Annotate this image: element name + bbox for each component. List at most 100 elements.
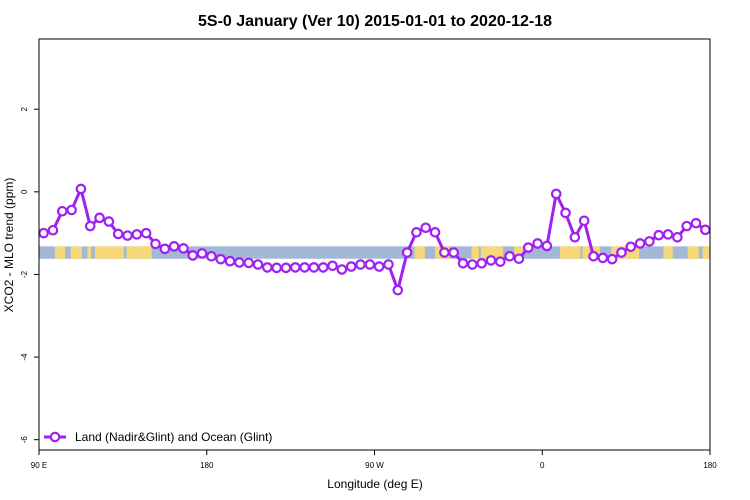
x-tick-label: 90 W <box>365 461 384 470</box>
data-point <box>616 247 627 258</box>
data-point <box>206 250 217 262</box>
data-point <box>262 262 273 273</box>
data-point <box>383 259 394 270</box>
data-point <box>38 227 49 239</box>
data-point <box>122 230 133 241</box>
data-point <box>578 215 590 227</box>
series-layer <box>38 183 711 296</box>
y-tick-label: 2 <box>20 106 29 111</box>
data-point <box>187 250 199 261</box>
land-segment <box>663 246 673 259</box>
plot-frame <box>38 38 711 451</box>
land-segment <box>94 246 116 259</box>
x-axis: 90 E 180 90 W 0 180 <box>31 450 717 470</box>
land-segment <box>115 246 124 259</box>
x-axis-label: Longitude (deg E) <box>327 477 422 491</box>
land-segment <box>126 246 152 259</box>
data-point <box>224 255 236 267</box>
data-point <box>243 257 254 269</box>
data-point <box>485 255 497 266</box>
y-axis-label: XCO2 - MLO trend (ppm) <box>2 178 16 313</box>
data-point <box>448 247 460 258</box>
land-segment <box>87 246 92 259</box>
data-point <box>178 243 189 254</box>
data-point <box>355 259 366 270</box>
series-line <box>43 187 707 292</box>
data-point <box>252 259 264 270</box>
y-tick-label: -4 <box>20 353 29 361</box>
data-point <box>625 241 637 253</box>
data-point <box>476 257 487 269</box>
data-point <box>112 228 124 240</box>
y-tick-label: -6 <box>20 436 29 444</box>
data-point <box>550 188 562 200</box>
land-segment <box>687 246 699 259</box>
legend-marker <box>49 431 61 443</box>
x-tick-label: 180 <box>703 461 717 470</box>
data-point <box>103 216 115 227</box>
data-point <box>47 224 59 236</box>
chart-title: 5S-0 January (Ver 10) 2015-01-01 to 2020… <box>198 13 552 30</box>
data-point <box>373 261 385 272</box>
data-point <box>569 231 581 243</box>
legend-label: Land (Nadir&Glint) and Ocean (Glint) <box>75 430 272 444</box>
data-point <box>317 262 329 273</box>
data-point <box>634 238 646 249</box>
data-point <box>429 227 441 238</box>
data-point <box>662 229 674 240</box>
data-point <box>541 240 553 252</box>
data-point <box>66 204 77 216</box>
data-point <box>420 222 432 234</box>
land-segment <box>54 246 66 259</box>
y-axis: -6 -4 -2 0 2 <box>20 106 39 443</box>
data-point <box>467 259 478 270</box>
y-tick-label: 0 <box>20 189 29 194</box>
data-point <box>327 260 338 272</box>
land-segment <box>702 246 710 259</box>
data-point <box>401 247 413 258</box>
data-point <box>196 248 208 259</box>
legend: Land (Nadir&Glint) and Ocean (Glint) <box>44 430 272 444</box>
data-point <box>439 247 450 258</box>
data-point <box>653 229 665 241</box>
data-point <box>644 236 655 247</box>
land-segment <box>514 246 524 259</box>
data-point <box>150 238 161 250</box>
x-tick-label: 90 E <box>31 461 47 470</box>
land-segment <box>414 246 425 259</box>
data-point <box>672 231 683 243</box>
data-point <box>84 220 96 232</box>
data-point <box>168 241 180 252</box>
data-point <box>690 217 702 229</box>
x-tick-label: 0 <box>540 461 545 470</box>
data-point <box>700 224 711 236</box>
x-tick-label: 180 <box>200 461 214 470</box>
data-point <box>215 253 227 265</box>
data-point <box>140 227 152 239</box>
data-point <box>56 205 68 217</box>
data-point <box>271 262 282 274</box>
data-point <box>495 256 506 267</box>
data-point <box>513 253 525 265</box>
data-point <box>392 284 404 296</box>
data-point <box>411 227 422 238</box>
land-segment <box>70 246 82 259</box>
land-segment <box>480 246 504 259</box>
data-point <box>159 243 171 255</box>
y-tick-label: -2 <box>20 270 29 278</box>
data-point <box>681 220 693 232</box>
data-point <box>597 252 609 264</box>
data-point <box>364 259 376 270</box>
data-point <box>308 262 320 273</box>
data-point <box>560 207 571 219</box>
land-segment <box>559 246 581 259</box>
data-point <box>131 229 143 240</box>
data-point <box>336 264 348 275</box>
data-point <box>522 242 534 253</box>
data-point <box>75 183 87 195</box>
data-point <box>532 238 543 249</box>
data-point <box>504 250 515 262</box>
data-point <box>588 250 599 262</box>
data-point <box>606 253 618 265</box>
